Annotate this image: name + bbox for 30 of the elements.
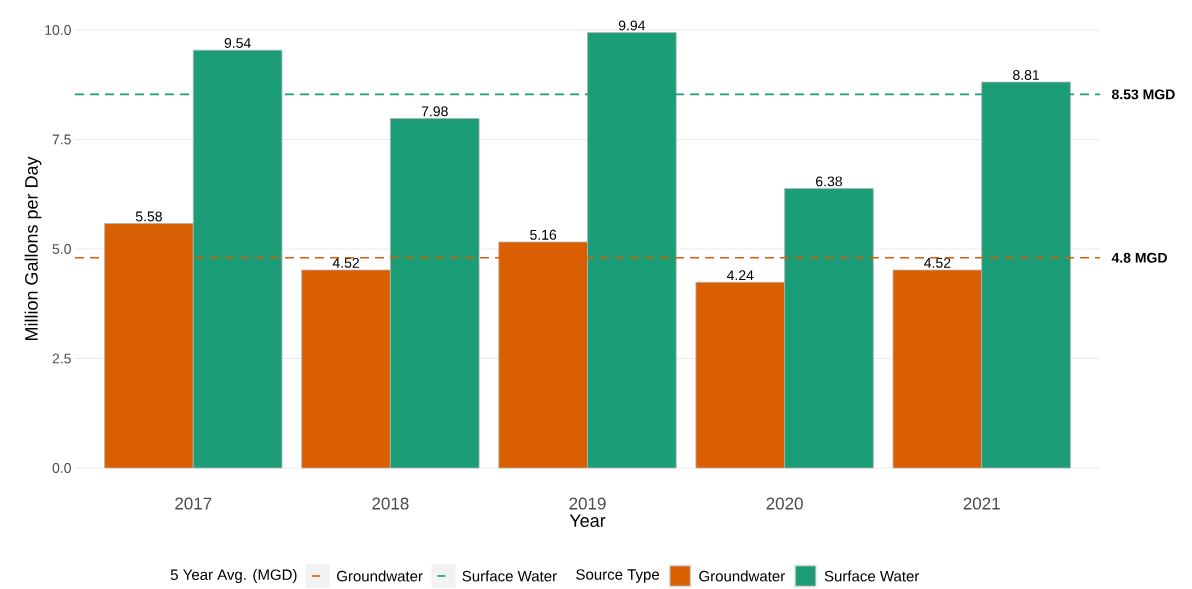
data-label: 8.81	[1013, 69, 1040, 80]
x-tick-label: 2021	[963, 497, 1000, 510]
x-tick-label: 2019	[569, 497, 606, 510]
x-axis-title: Year	[569, 514, 606, 527]
data-label: 9.94	[618, 20, 646, 31]
y-tick-label: 0.0	[52, 463, 71, 473]
x-tick-label: 2020	[766, 497, 803, 510]
legend-label: Groundwater	[699, 570, 785, 582]
ref-line-label: 8.53 MGD	[1111, 89, 1175, 100]
y-tick-label: 7.5	[52, 134, 71, 145]
text: Groundwater	[337, 570, 423, 582]
data-label: 9.54	[224, 38, 251, 48]
y-tick-label: 10.0	[45, 25, 71, 35]
ref-line-label: 4.8 MGD	[1111, 252, 1167, 263]
data-label: 4.52	[332, 257, 359, 268]
legend-title: Source Type	[576, 569, 660, 583]
y-axis-title: Million Gallons per Day	[24, 156, 42, 341]
x-tick-label: 2017	[175, 497, 212, 510]
text: Surface Water	[462, 570, 557, 582]
data-label: 7.98	[421, 106, 448, 117]
x-tick-label: 2018	[372, 497, 409, 510]
data-label: 6.38	[816, 176, 842, 187]
y-tick-label: 5.0	[52, 244, 71, 254]
data-label: 5.16	[530, 229, 557, 240]
y-tick-label: 2.5	[52, 353, 71, 364]
data-label: 4.24	[726, 270, 754, 281]
data-label: 5.58	[135, 211, 162, 222]
data-label: 4.52	[924, 257, 951, 268]
text: 5 Year Avg. (MGD)	[170, 569, 297, 583]
legend-label: Surface Water	[824, 570, 920, 582]
